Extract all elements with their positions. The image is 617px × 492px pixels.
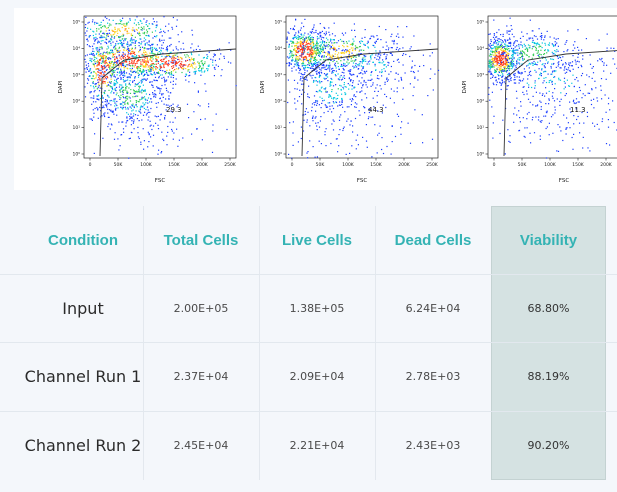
y-tick-label: 10² <box>274 99 282 105</box>
y-tick-label: 10⁵ <box>72 20 80 26</box>
header-viability: Viability <box>519 231 578 249</box>
column-divider <box>143 206 144 480</box>
x-tick-label: 0 <box>89 162 92 168</box>
row-channel-run-2-total-cells: 2.45E+04 <box>173 439 229 452</box>
plot-frame <box>83 15 237 159</box>
y-tick-label: 10⁵ <box>476 20 484 26</box>
x-tick-label: 0 <box>291 162 294 168</box>
row-divider <box>0 342 617 343</box>
x-tick-label: 150K <box>572 162 585 168</box>
dot-plot-channel-run-1: 44.3 0 50K 100K 150K 200K 250K 10⁰ 10¹ 10² 10³ 10⁴ 1… <box>246 8 446 190</box>
live-gate-outline <box>503 50 617 157</box>
row-channel-run-1-total-cells: 2.37E+04 <box>173 370 229 383</box>
row-channel-run-1-dead-cells: 2.78E+03 <box>405 370 461 383</box>
x-axis-label: FSC <box>357 178 368 184</box>
row-channel-run-2-viability: 90.20% <box>527 439 570 452</box>
gate-percentage: 29.3 <box>166 106 182 114</box>
row-channel-run-1-viability: 88.19% <box>527 370 570 383</box>
viability-column-highlight <box>491 206 606 480</box>
dot-plot-svg: 29.3 0 50K 100K 150K 200K 250K 10⁰ 10¹ 10² 10³ 10⁴ 1… <box>58 15 237 184</box>
header-condition: Condition <box>48 231 118 249</box>
y-tick-label: 10⁰ <box>476 152 484 158</box>
row-input-total-cells: 2.00E+05 <box>173 301 229 315</box>
gate-percentage: 11.3 <box>570 106 586 114</box>
row-channel-run-2-condition: Channel Run 2 <box>24 436 142 455</box>
y-tick-label: 10³ <box>476 72 484 78</box>
dot-plot-input: 29.3 0 50K 100K 150K 200K 250K 10⁰ 10¹ 10² 10³ 10⁴ 1… <box>44 8 244 190</box>
x-tick-label: 0 <box>493 162 496 168</box>
plot-frame <box>487 15 617 159</box>
row-divider <box>0 274 617 275</box>
x-tick-label: 50K <box>518 162 528 168</box>
row-input-viability: 68.80% <box>527 301 570 315</box>
row-channel-run-1-live-cells: 2.09E+04 <box>289 370 345 383</box>
y-tick-label: 10³ <box>72 72 80 78</box>
event-dots <box>84 16 237 159</box>
row-input-dead-cells: 6.24E+04 <box>405 301 461 315</box>
column-divider <box>375 206 376 480</box>
x-tick-label: 150K <box>370 162 383 168</box>
column-divider <box>259 206 260 480</box>
x-tick-label: 100K <box>342 162 355 168</box>
x-tick-label: 50K <box>114 162 124 168</box>
y-tick-label: 10⁵ <box>274 20 282 26</box>
flow-cytometry-plots-panel: 29.3 0 50K 100K 150K 200K 250K 10⁰ 10¹ 10² 10³ 10⁴ 1… <box>14 8 617 190</box>
row-input-live-cells: 1.38E+05 <box>289 301 345 315</box>
y-tick-label: 10⁴ <box>72 46 80 52</box>
x-tick-label: 200K <box>196 162 209 168</box>
event-dots <box>488 17 617 159</box>
dot-plot-svg: 44.3 0 50K 100K 150K 200K 250K 10⁰ 10¹ 10² 10³ 10⁴ 1… <box>260 15 440 184</box>
y-tick-label: 10⁴ <box>476 46 484 52</box>
y-tick-label: 10² <box>72 99 80 105</box>
x-tick-label: 250K <box>426 162 439 168</box>
y-tick-label: 10³ <box>274 72 282 78</box>
row-channel-run-1-condition: Channel Run 1 <box>24 367 142 386</box>
x-tick-label: 200K <box>600 162 613 168</box>
y-axis-label: DAPI <box>58 80 64 93</box>
y-tick-label: 10¹ <box>274 125 282 131</box>
header-dead-cells: Dead Cells <box>394 231 472 249</box>
x-axis-label: FSC <box>155 178 166 184</box>
x-tick-label: 100K <box>544 162 557 168</box>
dot-plot-svg: 11.3050K100K150K200K250K10⁰10¹10²10³10⁴1… <box>462 15 617 184</box>
y-tick-label: 10⁰ <box>274 152 282 158</box>
y-tick-label: 10¹ <box>72 125 80 131</box>
gate-percentage: 44.3 <box>368 106 384 114</box>
row-input-condition: Input <box>62 298 104 318</box>
y-tick-label: 10⁴ <box>274 46 282 52</box>
x-tick-label: 50K <box>316 162 326 168</box>
x-tick-label: 250K <box>224 162 237 168</box>
viability-table: Condition Total Cells Live Cells Dead Ce… <box>0 190 617 492</box>
live-gate-outline <box>99 48 237 157</box>
y-axis-label: DAPI <box>260 80 266 93</box>
header-live-cells: Live Cells <box>281 231 353 249</box>
row-channel-run-2-dead-cells: 2.43E+03 <box>405 439 461 452</box>
y-tick-label: 10⁰ <box>72 152 80 158</box>
x-tick-label: 100K <box>140 162 153 168</box>
y-tick-label: 10² <box>476 99 484 105</box>
x-tick-label: 200K <box>398 162 411 168</box>
live-gate-outline <box>301 48 439 157</box>
y-tick-label: 10¹ <box>476 125 484 131</box>
row-channel-run-2-live-cells: 2.21E+04 <box>289 439 345 452</box>
y-axis-label: DAPI <box>462 80 468 93</box>
dot-plot-channel-run-2: 11.3050K100K150K200K250K10⁰10¹10²10³10⁴1… <box>448 8 617 190</box>
header-total-cells: Total Cells <box>163 231 239 249</box>
row-divider <box>0 411 617 412</box>
x-tick-label: 150K <box>168 162 181 168</box>
x-axis-label: FSC <box>559 178 570 184</box>
